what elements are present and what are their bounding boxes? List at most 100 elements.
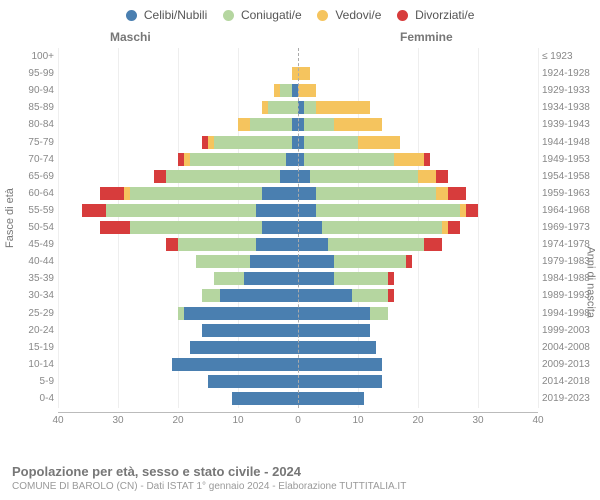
age-label: 70-74 bbox=[20, 151, 54, 168]
bar-segment bbox=[304, 136, 358, 149]
bar-segment bbox=[262, 187, 298, 200]
bar-segment bbox=[298, 238, 328, 251]
bar-female bbox=[298, 136, 400, 149]
bar-segment bbox=[388, 289, 394, 302]
bar-segment bbox=[424, 153, 430, 166]
x-tick: 40 bbox=[52, 415, 63, 426]
bar-male bbox=[172, 358, 298, 371]
bar-male bbox=[262, 101, 298, 114]
bar-segment bbox=[358, 136, 400, 149]
bar-segment bbox=[406, 255, 412, 268]
age-label: 100+ bbox=[20, 48, 54, 65]
bar-male bbox=[178, 307, 298, 320]
age-label: 40-44 bbox=[20, 253, 54, 270]
birth-year-label: 1974-1978 bbox=[542, 236, 594, 253]
bar-segment bbox=[298, 392, 364, 405]
legend-label: Coniugati/e bbox=[241, 8, 302, 22]
bar-segment bbox=[298, 341, 376, 354]
legend-item-coniugati: Coniugati/e bbox=[223, 8, 302, 22]
bar-segment bbox=[238, 118, 250, 131]
bar-segment bbox=[334, 272, 388, 285]
age-label: 90-94 bbox=[20, 82, 54, 99]
age-label: 80-84 bbox=[20, 116, 54, 133]
birth-year-label: 1939-1943 bbox=[542, 116, 594, 133]
bar-male bbox=[202, 289, 298, 302]
birth-year-label: 1954-1958 bbox=[542, 168, 594, 185]
birth-year-label: 2019-2023 bbox=[542, 390, 594, 407]
bar-male bbox=[190, 341, 298, 354]
bar-male bbox=[232, 392, 298, 405]
bar-segment bbox=[250, 118, 292, 131]
bar-female bbox=[298, 187, 466, 200]
age-label: 5-9 bbox=[20, 373, 54, 390]
bar-segment bbox=[172, 358, 298, 371]
legend-item-divorziati: Divorziati/e bbox=[397, 8, 475, 22]
age-label: 95-99 bbox=[20, 65, 54, 82]
bar-segment bbox=[418, 170, 436, 183]
bar-segment bbox=[316, 187, 436, 200]
bar-segment bbox=[202, 289, 220, 302]
age-label: 15-19 bbox=[20, 339, 54, 356]
age-label: 75-79 bbox=[20, 134, 54, 151]
bar-segment bbox=[334, 255, 406, 268]
bar-segment bbox=[244, 272, 298, 285]
bar-male bbox=[154, 170, 298, 183]
bar-female bbox=[298, 118, 382, 131]
age-label: 55-59 bbox=[20, 202, 54, 219]
bar-male bbox=[274, 84, 298, 97]
bar-male bbox=[166, 238, 298, 251]
bar-female bbox=[298, 272, 394, 285]
legend-item-vedovi: Vedovi/e bbox=[317, 8, 381, 22]
birth-year-label: 1924-1928 bbox=[542, 65, 594, 82]
bar-female bbox=[298, 153, 430, 166]
bar-segment bbox=[328, 238, 424, 251]
birth-year-label: 1959-1963 bbox=[542, 185, 594, 202]
bar-segment bbox=[424, 238, 442, 251]
bar-female bbox=[298, 289, 394, 302]
bar-male bbox=[202, 324, 298, 337]
bar-segment bbox=[310, 170, 418, 183]
bar-segment bbox=[448, 187, 466, 200]
bar-female bbox=[298, 255, 412, 268]
bar-segment bbox=[298, 375, 382, 388]
bar-segment bbox=[448, 221, 460, 234]
age-label: 10-14 bbox=[20, 356, 54, 373]
birth-year-label: 1944-1948 bbox=[542, 134, 594, 151]
bar-segment bbox=[82, 204, 106, 217]
bar-male bbox=[196, 255, 298, 268]
bar-segment bbox=[322, 221, 442, 234]
x-tick: 30 bbox=[472, 415, 483, 426]
bar-segment bbox=[130, 221, 262, 234]
bar-female bbox=[298, 101, 370, 114]
bar-segment bbox=[298, 255, 334, 268]
bar-segment bbox=[220, 289, 298, 302]
birth-year-label: 1979-1983 bbox=[542, 253, 594, 270]
bar-segment bbox=[202, 136, 208, 149]
birth-year-label: 1969-1973 bbox=[542, 219, 594, 236]
bar-segment bbox=[214, 272, 244, 285]
bar-segment bbox=[190, 341, 298, 354]
bar-segment bbox=[262, 101, 268, 114]
bar-segment bbox=[232, 392, 298, 405]
bar-male bbox=[208, 375, 298, 388]
bar-segment bbox=[274, 84, 280, 97]
age-label: 45-49 bbox=[20, 236, 54, 253]
bar-segment bbox=[154, 170, 166, 183]
chart-area: Fasce di età Anni di nascita 100+≤ 19239… bbox=[0, 48, 600, 438]
bar-segment bbox=[304, 153, 394, 166]
birth-year-label: 1964-1968 bbox=[542, 202, 594, 219]
age-label: 35-39 bbox=[20, 270, 54, 287]
y-axis-left-title: Fasce di età bbox=[4, 188, 16, 248]
bar-segment bbox=[100, 187, 124, 200]
bar-female bbox=[298, 307, 388, 320]
bar-segment bbox=[256, 238, 298, 251]
birth-year-label: 1929-1933 bbox=[542, 82, 594, 99]
bar-segment bbox=[286, 153, 298, 166]
bar-female bbox=[298, 170, 448, 183]
bar-segment bbox=[298, 289, 352, 302]
footer-subtitle: COMUNE DI BAROLO (CN) - Dati ISTAT 1° ge… bbox=[12, 481, 588, 492]
bar-segment bbox=[298, 170, 310, 183]
bar-segment bbox=[178, 307, 184, 320]
birth-year-label: 1949-1953 bbox=[542, 151, 594, 168]
bar-segment bbox=[280, 84, 292, 97]
